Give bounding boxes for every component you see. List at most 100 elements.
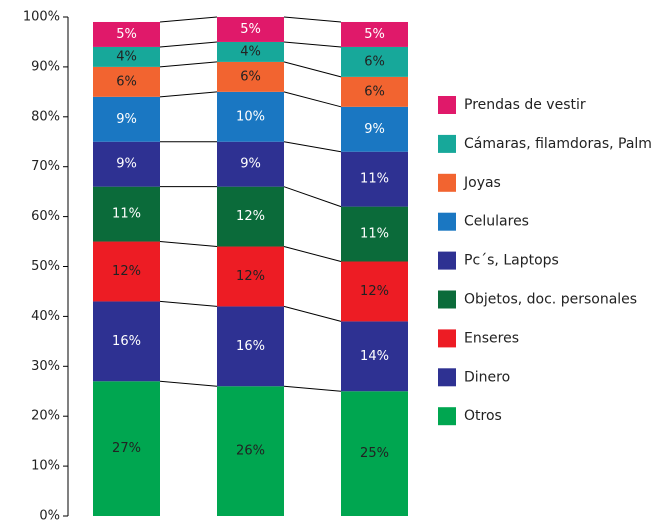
- bar-segment: [93, 96, 160, 142]
- connector: [283, 16, 342, 23]
- data-label: 6%: [240, 69, 261, 84]
- data-label: 9%: [116, 112, 137, 127]
- data-label: 6%: [364, 84, 385, 99]
- data-label: 25%: [360, 446, 389, 461]
- y-tick-label: 20%: [31, 409, 60, 424]
- y-tick-label: 80%: [31, 109, 60, 124]
- legend-label: Objetos, doc. personales: [464, 292, 637, 308]
- bar-segment: [341, 261, 408, 322]
- data-label: 27%: [112, 441, 141, 456]
- bar-segment: [217, 41, 284, 62]
- bar-segment: [341, 76, 408, 107]
- data-label: 5%: [240, 22, 261, 37]
- data-label: 9%: [240, 157, 261, 172]
- connector: [283, 305, 342, 322]
- data-label: 11%: [112, 207, 141, 222]
- connector: [159, 241, 218, 248]
- y-tick-label: 0%: [39, 509, 60, 524]
- data-label: 10%: [236, 109, 265, 124]
- connector: [283, 246, 342, 262]
- data-label: 12%: [112, 264, 141, 279]
- bar-segment: [341, 206, 408, 262]
- legend-swatch: [438, 173, 456, 192]
- bar-segment: [341, 106, 408, 152]
- bar-segment: [217, 186, 284, 247]
- data-label: 14%: [360, 349, 389, 364]
- connector: [283, 41, 342, 48]
- y-tick-label: 50%: [31, 259, 60, 274]
- bar-segment: [93, 141, 160, 187]
- data-label: 5%: [116, 27, 137, 42]
- y-tick-label: 70%: [31, 159, 60, 174]
- data-label: 9%: [116, 157, 137, 172]
- data-label: 26%: [236, 444, 265, 459]
- legend-label: Prendas de vestir: [464, 97, 586, 113]
- legend-swatch: [438, 251, 456, 270]
- legend-swatch: [438, 96, 456, 114]
- data-label: 11%: [360, 172, 389, 187]
- legend-swatch: [438, 407, 456, 426]
- bar-segment: [93, 241, 160, 302]
- legend-label: Cámaras, filamdoras, Palm: [464, 136, 652, 152]
- legend-label: Pc´s, Laptops: [464, 253, 559, 269]
- connector: [283, 141, 342, 153]
- data-label: 9%: [364, 122, 385, 137]
- connector: [159, 300, 218, 307]
- y-tick-label: 60%: [31, 209, 60, 224]
- data-label: 6%: [116, 74, 137, 89]
- connector: [283, 91, 342, 108]
- data-label: 6%: [364, 54, 385, 69]
- y-tick-label: 100%: [23, 10, 60, 25]
- bar-segment: [341, 151, 408, 207]
- bar-segment: [217, 306, 284, 387]
- bar-segment: [93, 381, 160, 516]
- legend-swatch: [438, 290, 456, 309]
- bar-segment: [217, 386, 284, 516]
- bar-segment: [341, 321, 408, 392]
- bar-segment: [93, 301, 160, 382]
- data-label: 4%: [240, 44, 261, 59]
- connector: [283, 61, 342, 78]
- bar-segment: [341, 46, 408, 77]
- data-label: 16%: [236, 339, 265, 354]
- bar-segment: [217, 91, 284, 142]
- y-tick-label: 40%: [31, 309, 60, 324]
- data-label: 4%: [116, 49, 137, 64]
- legend-label: Enseres: [464, 330, 519, 346]
- data-label: 12%: [360, 284, 389, 299]
- legend-label: Joyas: [463, 175, 501, 191]
- bar-segment: [217, 246, 284, 307]
- legend-swatch: [438, 212, 456, 231]
- connector: [283, 385, 342, 392]
- bar-segment: [341, 391, 408, 516]
- y-tick-label: 30%: [31, 359, 60, 374]
- data-label: 12%: [236, 269, 265, 284]
- bar-segment: [217, 61, 284, 92]
- bar-segment: [341, 21, 408, 47]
- connector: [283, 186, 342, 208]
- legend-swatch: [438, 134, 456, 153]
- connector: [159, 41, 218, 48]
- data-label: 16%: [112, 334, 141, 349]
- legend-swatch: [438, 329, 456, 348]
- y-tick-label: 90%: [31, 59, 60, 74]
- bar-segment: [93, 66, 160, 97]
- legend-swatch: [438, 368, 456, 387]
- connector: [159, 61, 218, 68]
- connector: [159, 380, 218, 387]
- bar-segment: [93, 46, 160, 67]
- bar-segment: [93, 186, 160, 242]
- legend-label: Otros: [464, 408, 502, 424]
- bar-segment: [217, 141, 284, 187]
- data-label: 12%: [236, 209, 265, 224]
- connector: [159, 91, 218, 98]
- data-label: 11%: [360, 227, 389, 242]
- bar-segment: [93, 21, 160, 47]
- y-tick-label: 10%: [31, 459, 60, 474]
- bar-segment: [217, 17, 284, 42]
- legend-label: Dinero: [464, 369, 510, 385]
- connector: [159, 16, 218, 23]
- legend-label: Celulares: [464, 214, 529, 230]
- data-label: 5%: [364, 27, 385, 42]
